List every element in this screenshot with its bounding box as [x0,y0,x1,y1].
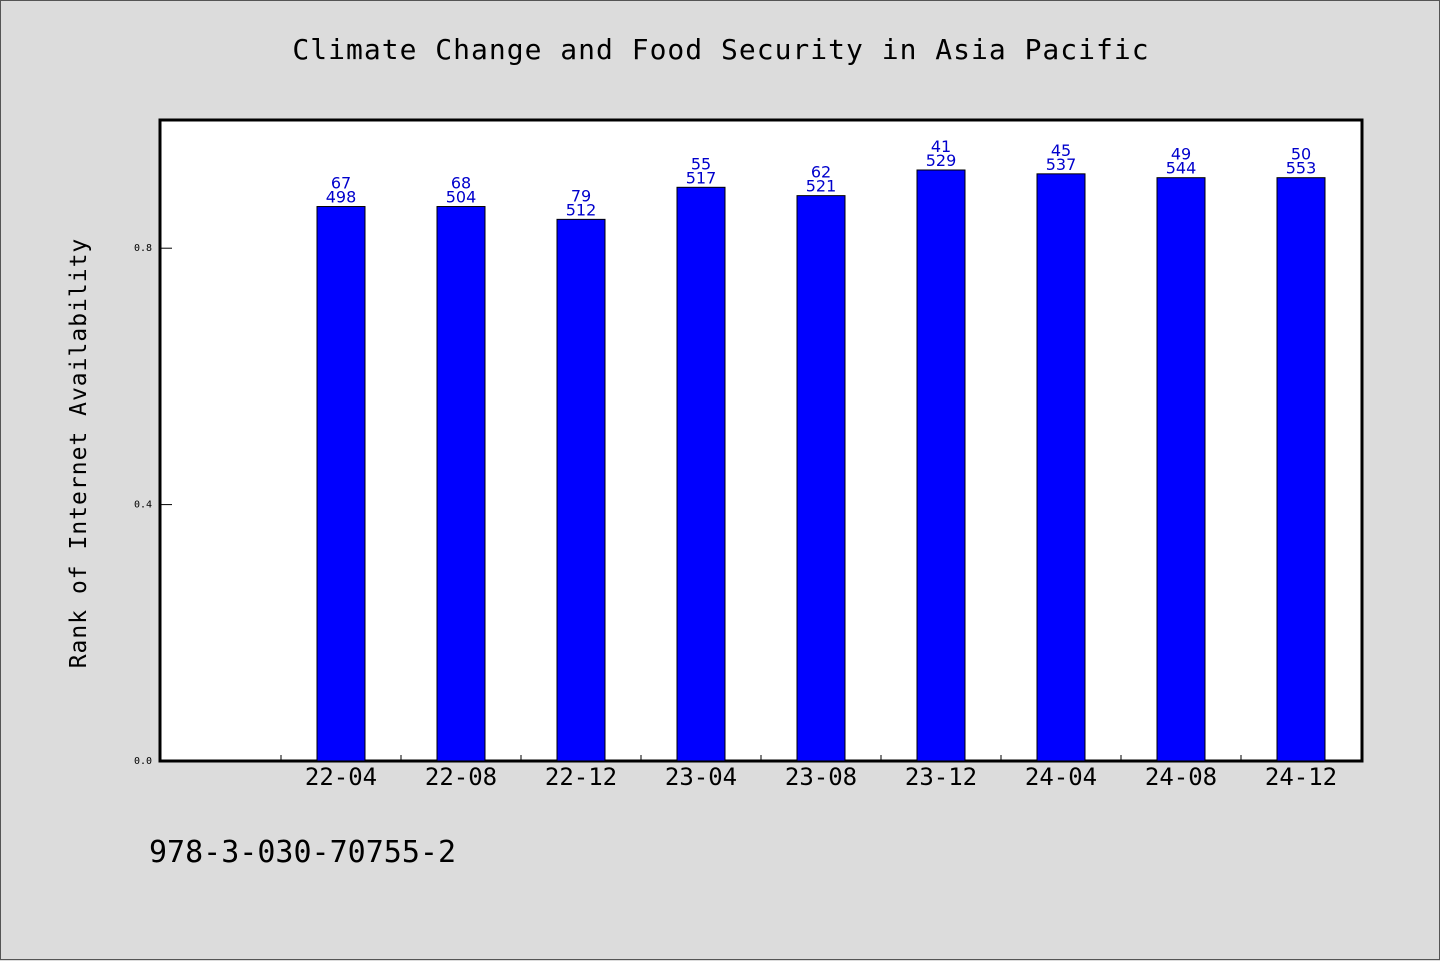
bar-label-bottom: 517 [686,168,717,187]
x-tick-label: 22-04 [305,763,377,791]
footer-code: 978-3-030-70755-2 [149,835,457,870]
bar-label-top: 49 [1171,145,1191,164]
y-tick-label: 0.8 [134,243,152,254]
bar-label-bottom: 529 [926,151,957,170]
x-tick-label: 24-08 [1145,763,1217,791]
bar [1276,177,1326,762]
bar-label-bottom: 504 [446,188,477,207]
y-tick-label: 0.0 [134,756,152,767]
bar [316,206,366,762]
bar [676,186,726,762]
bar-label-bottom: 521 [806,177,837,196]
bar-label-top: 67 [331,174,351,193]
bar-series [316,169,1326,762]
bar-label-top: 62 [811,163,831,182]
bar [916,169,966,762]
y-tick-label: 0.4 [134,500,152,511]
x-tick-label: 24-12 [1265,763,1337,791]
x-tick-label: 22-08 [425,763,497,791]
bar-label-bottom: 544 [1166,159,1197,178]
bar [1156,177,1206,762]
x-axis: 22-04 22-08 22-12 23-04 23-08 23-12 24-04 24-08… [280,755,1362,791]
bar-label-top: 55 [691,154,711,173]
x-tick-label: 22-12 [545,763,617,791]
bar-label-top: 79 [571,186,591,205]
bar-label-top: 50 [1291,145,1311,164]
bar-label-bottom: 537 [1046,155,1077,174]
bar-label-bottom: 498 [326,188,357,207]
bar-label-bottom: 553 [1286,159,1317,178]
bar [1036,173,1086,762]
bar [556,218,606,762]
bar-label-top: 41 [931,137,951,156]
x-tick-label: 24-04 [1025,763,1097,791]
x-tick-label: 23-04 [665,763,737,791]
bar-label-top: 68 [451,174,471,193]
bar [436,206,486,762]
x-tick-label: 23-08 [785,763,857,791]
bar-label-bottom: 512 [566,200,597,219]
x-tick-label: 23-12 [905,763,977,791]
bar-label-top: 45 [1051,141,1071,160]
chart-title: Climate Change and Food Security in Asia… [292,33,1150,66]
bar [796,195,846,762]
y-axis: 0.0 0.4 0.8 [134,243,172,767]
